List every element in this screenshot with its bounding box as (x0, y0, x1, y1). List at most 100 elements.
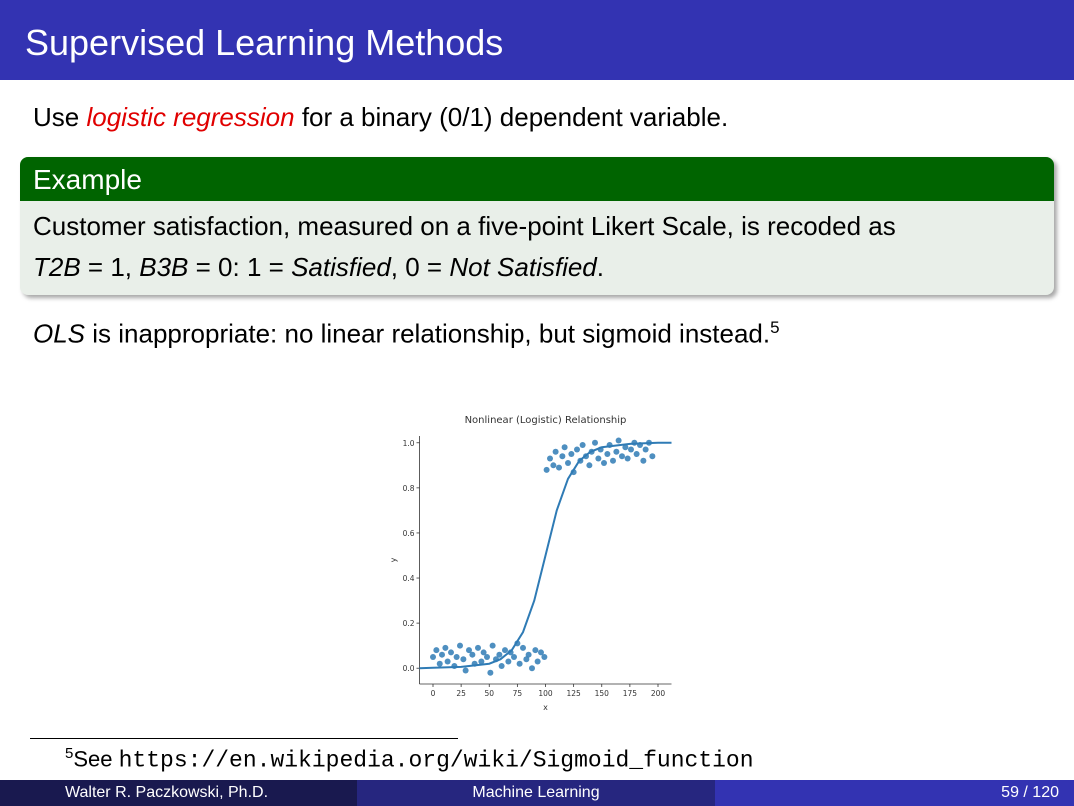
intro-after: for a binary (0/1) dependent variable. (301, 102, 729, 132)
eq: = 1, (87, 252, 133, 282)
point (516, 660, 523, 667)
x-axis-label: x (543, 703, 548, 712)
slide-title: Supervised Learning Methods (25, 22, 504, 63)
point (610, 457, 616, 464)
point (436, 660, 443, 667)
x-tick-label: 175 (623, 689, 638, 698)
point (538, 649, 544, 656)
point (640, 457, 647, 464)
x-tick-label: 25 (456, 689, 466, 698)
x-tick-label: 100 (538, 689, 553, 698)
y-tick-label: 0.6 (403, 529, 415, 538)
point (442, 644, 449, 651)
point (480, 649, 487, 656)
point (457, 642, 463, 649)
point (532, 647, 539, 654)
point (453, 653, 460, 660)
point (601, 460, 607, 467)
y-tick-label: 1.0 (403, 439, 415, 448)
ols: OLS (33, 318, 86, 349)
point (469, 651, 476, 658)
ols-line: OLS is inappropriate: no linear relation… (33, 318, 780, 350)
footnote-ref: 5 (770, 318, 780, 337)
y-tick-label: 0.8 (403, 484, 415, 493)
point (613, 448, 620, 455)
point (475, 644, 481, 651)
y-tick-label: 0.4 (403, 574, 415, 583)
footnote-text: See (73, 746, 113, 772)
point (624, 455, 631, 462)
b3b: B3B (139, 252, 189, 282)
x-tick-label: 50 (484, 689, 494, 698)
header-bar: Supervised Learning Methods (0, 0, 1074, 80)
footer-left: Walter R. Paczkowski, Ph.D. (0, 780, 357, 806)
point (489, 642, 496, 649)
footnote: 5See https://en.wikipedia.org/wiki/Sigmo… (65, 745, 754, 773)
point (604, 451, 611, 458)
example-line2: T2B = 1, B3B = 0: 1 = Satisfied, 0 = Not… (20, 242, 1054, 283)
point (592, 439, 598, 446)
footnote-mark: 5 (65, 745, 74, 762)
point (541, 653, 548, 660)
sigmoid-curve (419, 441, 672, 670)
point (649, 453, 656, 460)
point (478, 658, 485, 665)
point (552, 448, 559, 455)
point (498, 662, 505, 669)
point (628, 446, 634, 453)
eq: = 0: 1 = (195, 252, 284, 282)
point (448, 649, 454, 656)
t2b: T2B (33, 252, 81, 282)
point (529, 665, 535, 672)
point (460, 656, 467, 663)
point (568, 451, 575, 458)
example-line1: Customer satisfaction, measured on a fiv… (33, 211, 896, 241)
footer-page: 59 / 120 (1001, 784, 1059, 801)
footnote-rule (30, 738, 458, 739)
y-tick-label: 0.2 (403, 619, 415, 628)
footer-author: Walter R. Paczkowski, Ph.D. (65, 784, 269, 801)
footer-right: 59 / 120 (715, 780, 1074, 806)
footnote-url: https://en.wikipedia.org/wiki/Sigmoid_fu… (118, 747, 754, 774)
point (633, 451, 640, 458)
point (595, 455, 602, 462)
point (561, 444, 568, 451)
point (622, 444, 629, 451)
y-axis-label: y (389, 557, 398, 562)
point (525, 651, 532, 658)
point (466, 647, 472, 654)
intro: Use logistic regression for a binary (0/… (33, 102, 728, 133)
point (520, 644, 526, 651)
point (642, 446, 649, 453)
point (619, 453, 625, 460)
point (534, 658, 541, 665)
period: . (596, 252, 604, 282)
point (559, 453, 566, 460)
point (511, 653, 517, 660)
point (444, 658, 451, 665)
example-block: Example Customer satisfaction, measured … (20, 157, 1054, 295)
point (574, 446, 580, 453)
point (502, 647, 508, 654)
example-title: Example (20, 157, 1054, 201)
point (439, 651, 445, 658)
x-tick-label: 0 (431, 689, 436, 698)
intro-before: Use (33, 102, 80, 132)
x-tick-label: 125 (566, 689, 581, 698)
point (433, 647, 440, 654)
point (565, 460, 571, 467)
not-satisfied: Not Satisfied (449, 252, 597, 282)
point (505, 658, 512, 665)
point (487, 669, 494, 676)
intro-emphasis: logistic regression (86, 102, 295, 132)
point (586, 462, 593, 469)
y-tick-label: 0.0 (403, 664, 415, 673)
x-tick-label: 75 (513, 689, 523, 698)
footer-mid: Machine Learning (357, 780, 715, 806)
x-tick-label: 150 (595, 689, 610, 698)
chart: Nonlinear (Logistic) Relationship x y 0.0 0.… (389, 415, 672, 712)
satisfied: Satisfied (291, 252, 391, 282)
point (615, 437, 622, 444)
point (523, 656, 530, 663)
